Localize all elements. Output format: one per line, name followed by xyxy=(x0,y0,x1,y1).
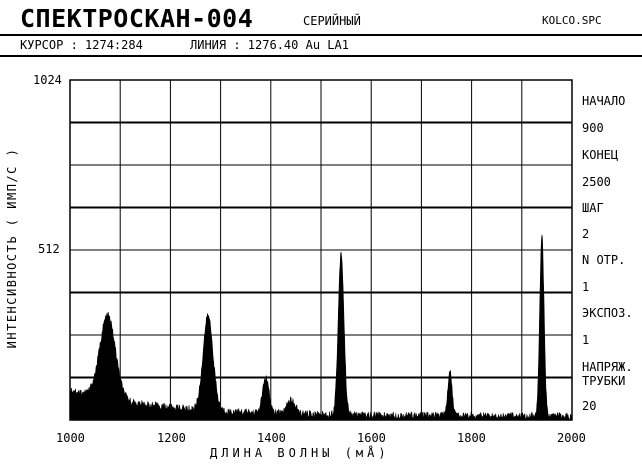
status-divider xyxy=(0,55,642,57)
x-tick-1800: 1800 xyxy=(457,431,486,445)
file-name: KOLCO.SPC xyxy=(542,14,602,27)
x-tick-1600: 1600 xyxy=(357,431,386,445)
plot-frame xyxy=(69,79,573,421)
mode-label: СЕРИЙНЫЙ xyxy=(303,14,361,28)
x-tick-1200: 1200 xyxy=(157,431,186,445)
x-tick-2000: 2000 xyxy=(557,431,586,445)
param-repeats-value: 1 xyxy=(582,280,590,294)
param-exposure-value: 1 xyxy=(582,333,590,347)
param-repeats-label: N ОТР. xyxy=(582,253,626,267)
param-end-value: 2500 xyxy=(582,175,611,189)
header-divider xyxy=(0,34,642,36)
y-tick-label-mid: 512 xyxy=(38,242,60,256)
param-voltage-label: НАПРЯЖ. xyxy=(582,360,633,374)
spectrum-trace xyxy=(69,234,573,421)
param-end-label: КОНЕЦ xyxy=(582,148,619,162)
param-step-label: ШАГ xyxy=(582,201,604,215)
param-start-value: 900 xyxy=(582,121,604,135)
y-tick-label-max: 1024 xyxy=(33,73,62,87)
plot-grid xyxy=(70,80,572,420)
cursor-readout: КУРСОР : 1274:284 xyxy=(20,38,143,52)
app-title: СПЕКТРОСКАН-004 xyxy=(20,4,254,33)
param-tube-value: 20 xyxy=(582,399,597,413)
x-axis-label: ДЛИНА ВОЛНЫ (мÅ) xyxy=(210,446,390,460)
spectral-line-readout: ЛИНИЯ : 1276.40 Au LA1 xyxy=(190,38,349,52)
param-exposure-label: ЭКСПОЗ. xyxy=(582,306,633,320)
x-tick-1000: 1000 xyxy=(56,431,85,445)
param-tube-label: ТРУБКИ xyxy=(582,374,626,388)
param-step-value: 2 xyxy=(582,227,590,241)
param-start-label: НАЧАЛО xyxy=(582,94,626,108)
x-tick-1400: 1400 xyxy=(257,431,286,445)
